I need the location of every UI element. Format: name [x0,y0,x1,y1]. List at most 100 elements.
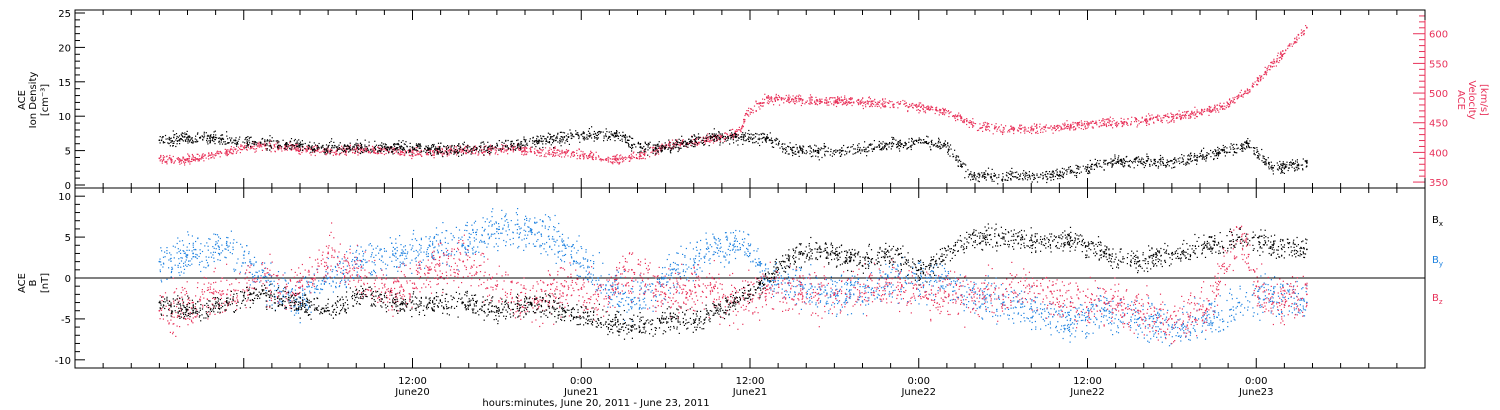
bx-point [884,252,886,255]
bz-point [1002,293,1005,296]
bz-point [259,277,262,279]
density-axis-label: ACE [17,90,28,110]
velocity-dots [159,25,1308,166]
by-point [934,277,937,279]
velocity-point [209,154,211,157]
bx-point [900,256,903,259]
by-point [698,252,701,255]
by-dots [159,208,1308,347]
density-point [1170,160,1173,162]
by-point [1069,318,1072,320]
density-point [360,146,363,149]
velocity-tick-label: 450 [1429,119,1448,130]
velocity-axis-label: [km/s] [1478,84,1489,116]
velocity-axis-label: Velocity [1466,80,1477,119]
density-point [1019,175,1021,177]
bz-point [698,285,701,288]
density-point [715,135,718,138]
density-point [1044,173,1047,176]
density-point [588,132,591,135]
density-point [209,137,211,140]
bz-point [360,277,363,279]
density-point [917,139,920,142]
velocity-point [1272,62,1275,65]
density-point [1297,163,1300,166]
by-point [664,277,667,279]
bz-point [1069,301,1072,304]
bx-point [968,236,971,238]
bx-point [259,293,262,296]
bz-point [225,293,228,296]
by-point [1002,301,1005,304]
density-point [690,139,692,142]
b-tick-label: -10 [55,356,71,367]
by-point [1103,309,1106,312]
bz-point [1170,318,1173,320]
bz-point [934,293,937,296]
bx-point [293,301,296,304]
density-point [183,135,186,138]
bx-point [1002,236,1005,238]
density-axis-label: Ion Density [28,72,39,129]
b-axis-label: [nT] [40,273,51,293]
x-tick-time: 12:00 [398,376,427,387]
velocity-point [158,157,161,160]
bx-dots [159,223,1308,340]
density-point [335,146,338,149]
by-point [732,244,735,247]
by-point [1170,326,1173,328]
x-tick-date: June20 [394,387,430,398]
bx-point [192,309,195,312]
density-point [765,135,768,138]
bx-point [1069,236,1072,238]
density-point [512,142,515,145]
bz-point [495,285,498,288]
bz-point [1272,301,1275,304]
bx-point [732,301,735,304]
bx-point [1035,240,1038,243]
velocity-point [1120,120,1123,123]
by-point [1238,301,1241,304]
bz-point [327,252,330,255]
bz-point [1204,309,1207,312]
top-panel-frame [74,9,1426,189]
by-point [749,252,751,255]
b-tick-label: 0 [65,274,71,285]
x-tick-date: June22 [900,387,936,398]
x-axis-title: hours:minutes, June 20, 2011 - June 23, … [482,398,709,409]
by-point [462,244,465,247]
bz-point [293,293,296,296]
x-tick-time: 0:00 [908,376,930,387]
b-tick-label: 10 [58,192,71,203]
x-tick-time: 12:00 [736,376,765,387]
bx-point [394,301,397,304]
density-tick-label: 15 [58,78,71,89]
b-tick-label: -5 [61,315,71,326]
velocity-tick-label: 500 [1429,89,1448,100]
by-point [225,244,228,247]
velocity-tick-label: 400 [1429,148,1448,159]
bx-point [1204,244,1207,247]
density-point [310,146,313,149]
velocity-tick-label: 600 [1429,30,1448,41]
density-point [867,146,870,149]
bx-point [1103,252,1106,255]
velocity-point [867,101,870,103]
x-tick-date: June23 [1238,387,1274,398]
by-point [394,252,397,255]
b-tick-label: 5 [65,233,71,244]
density-tick-label: 5 [65,147,71,158]
bz-point [1305,293,1308,296]
velocity-point [740,127,743,130]
bz-point [597,293,600,296]
velocity-point [917,105,920,108]
bz-point [158,309,161,312]
density-dots [159,126,1308,185]
velocity-point [1246,89,1249,91]
legend-entry: Bz [1432,293,1443,306]
bz-point [765,285,768,288]
density-point [841,149,844,152]
density-point [892,142,895,145]
x-tick-time: 12:00 [1073,376,1102,387]
